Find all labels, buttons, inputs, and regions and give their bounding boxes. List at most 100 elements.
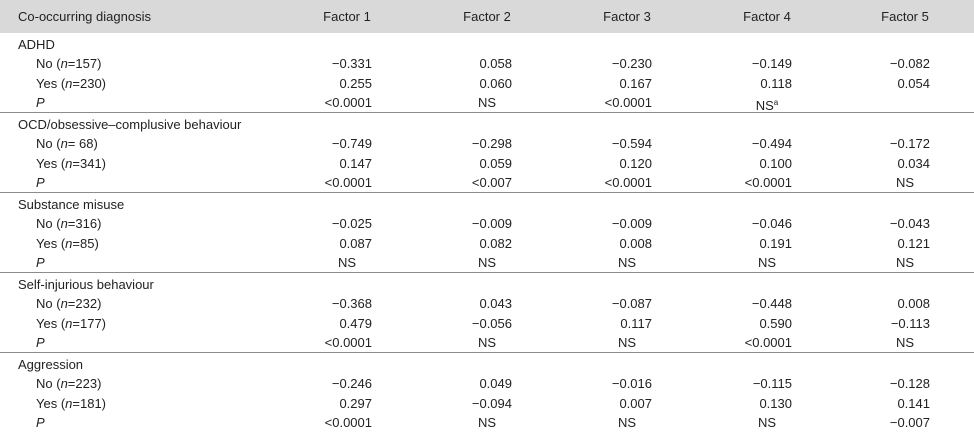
- value-cell: 0.049: [479, 376, 512, 392]
- value-cell: <0.0001: [324, 94, 372, 110]
- header-cell: Factor 2: [463, 9, 511, 24]
- header-row: [0, 0, 974, 33]
- group-title: ADHD: [18, 37, 55, 52]
- row-label: Yes (n=341): [36, 155, 107, 171]
- value-cell: 0.255: [339, 75, 372, 91]
- header-cell: Factor 3: [603, 9, 651, 24]
- value-cell: −0.172: [889, 136, 930, 152]
- value-cell: 0.059: [479, 155, 512, 171]
- value-cell: NS: [757, 414, 777, 430]
- value-cell: <0.007: [471, 174, 512, 190]
- value-text: NS: [755, 97, 774, 113]
- value-cell: 0.034: [897, 155, 930, 171]
- value-cell: 0.100: [759, 155, 792, 171]
- value-cell: <0.0001: [744, 174, 792, 190]
- row-label: No (n=157): [36, 56, 102, 72]
- value-cell: 0.120: [619, 155, 652, 171]
- value-cell: <0.0001: [604, 174, 652, 190]
- value-cell: 0.117: [620, 315, 652, 331]
- value-cell: 0.191: [759, 235, 792, 251]
- value-cell: NS: [337, 254, 357, 270]
- value-cell: −0.230: [611, 56, 652, 72]
- value-cell: <0.0001: [324, 334, 372, 350]
- separator: [0, 272, 974, 273]
- header-cell: Factor 5: [881, 9, 929, 24]
- value-cell: 0.141: [897, 395, 930, 411]
- row-label: Yes (n=181): [36, 395, 107, 411]
- group-title: Substance misuse: [18, 197, 125, 212]
- value-cell: NS: [617, 414, 637, 430]
- value-cell: −0.494: [751, 136, 792, 152]
- group-title: Self-injurious behaviour: [18, 277, 154, 292]
- value-cell: −0.007: [889, 414, 930, 430]
- separator: [0, 112, 974, 113]
- row-label: P: [36, 254, 45, 270]
- row-label: Yes (n=177): [36, 315, 107, 331]
- value-cell: <0.0001: [604, 94, 652, 110]
- value-cell: <0.0001: [324, 414, 372, 430]
- value-cell: NS: [617, 334, 637, 350]
- value-cell: 0.043: [479, 296, 512, 312]
- value-cell: 0.087: [339, 235, 372, 251]
- value-cell: −0.113: [890, 315, 930, 331]
- value-cell: 0.008: [897, 296, 930, 312]
- header-cell: Factor 1: [323, 9, 371, 24]
- value-cell: 0.590: [759, 315, 792, 331]
- value-cell: −0.149: [751, 56, 792, 72]
- row-label: No (n=316): [36, 216, 102, 232]
- separator: [0, 352, 974, 353]
- header-cell: Factor 4: [743, 9, 791, 24]
- row-label: No (n=232): [36, 296, 102, 312]
- value-cell: 0.082: [479, 235, 512, 251]
- value-cell: −0.448: [751, 296, 792, 312]
- separator: [0, 192, 974, 193]
- header-cell: Co-occurring diagnosis: [18, 9, 151, 24]
- group-title: OCD/obsessive–complusive behaviour: [18, 117, 242, 132]
- value-cell: 0.008: [619, 235, 652, 251]
- value-cell: NS: [617, 254, 637, 270]
- value-cell: −0.056: [471, 315, 512, 331]
- row-label: P: [36, 334, 45, 350]
- value-cell: 0.118: [760, 75, 792, 91]
- value-cell: −0.009: [611, 216, 652, 232]
- value-cell: −0.594: [611, 136, 652, 152]
- value-cell: −0.749: [331, 136, 372, 152]
- value-cell: 0.058: [479, 56, 512, 72]
- value-cell: NS: [477, 94, 497, 110]
- row-label: No (n= 68): [36, 136, 98, 152]
- value-cell: −0.115: [752, 376, 792, 392]
- value-cell: 0.147: [339, 155, 372, 171]
- value-cell: −0.368: [331, 296, 372, 312]
- row-label: P: [36, 94, 45, 110]
- group-title: Aggression: [18, 357, 84, 372]
- value-cell: NS: [477, 334, 497, 350]
- value-cell: 0.130: [759, 395, 792, 411]
- value-cell: <0.0001: [744, 334, 792, 350]
- row-label: P: [36, 414, 45, 430]
- value-cell: −0.016: [611, 376, 652, 392]
- value-cell: −0.094: [471, 395, 512, 411]
- value-cell: −0.298: [471, 136, 512, 152]
- value-cell: NS: [895, 174, 915, 190]
- value-cell: 0.060: [479, 75, 512, 91]
- row-label: P: [36, 174, 45, 190]
- value-cell: 0.121: [897, 235, 930, 251]
- footnote-mark: a: [773, 97, 779, 107]
- row-label: Yes (n=230): [36, 75, 107, 91]
- value-cell: −0.128: [889, 376, 930, 392]
- value-cell: −0.043: [889, 216, 930, 232]
- value-cell: −0.046: [751, 216, 792, 232]
- value-cell: 0.007: [619, 395, 652, 411]
- value-cell: −0.246: [331, 376, 372, 392]
- value-cell: 0.054: [897, 75, 930, 91]
- row-label: Yes (n=85): [36, 235, 99, 251]
- value-cell: <0.0001: [324, 174, 372, 190]
- value-cell: NS: [477, 414, 497, 430]
- value-cell: NS: [477, 254, 497, 270]
- value-cell: 0.297: [339, 395, 372, 411]
- value-cell: −0.087: [611, 296, 652, 312]
- value-cell: −0.025: [331, 216, 372, 232]
- value-cell: 0.167: [619, 75, 652, 91]
- value-cell: NSa: [707, 93, 827, 115]
